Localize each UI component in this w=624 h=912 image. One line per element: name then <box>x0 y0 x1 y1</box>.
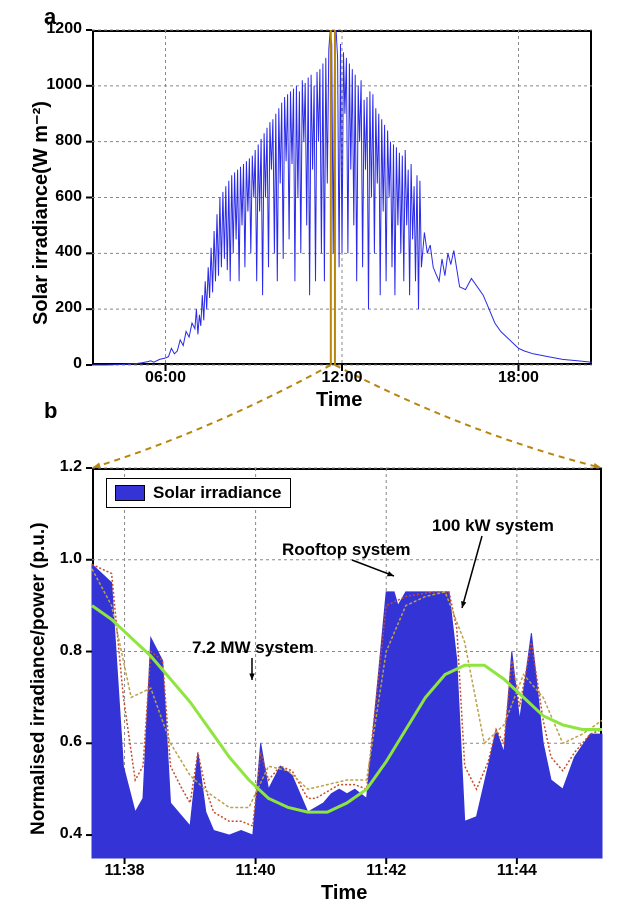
panel-a-xtick: 18:00 <box>498 369 539 387</box>
panel-a-ytick: 200 <box>55 299 82 317</box>
panel-b-ytick: 0.6 <box>60 733 82 751</box>
panel-b-xtick: 11:42 <box>366 862 406 880</box>
panel-a-ytick: 1000 <box>46 76 82 94</box>
legend-solar-irradiance: Solar irradiance <box>106 478 291 508</box>
panel-b-ytick: 1.0 <box>60 550 82 568</box>
panel-a-ytick: 600 <box>55 188 82 206</box>
panel-b-xtick: 11:44 <box>497 862 537 880</box>
panel-b-ylabel: Normalised irradiance/power (p.u.) <box>28 522 50 835</box>
panel-a-ytick: 800 <box>55 132 82 150</box>
panel-a-xtick: 12:00 <box>322 369 363 387</box>
annotation-100kw: 100 kW system <box>432 516 554 536</box>
panel-b-xlabel: Time <box>321 882 367 905</box>
annotation-7-2mw: 7.2 MW system <box>192 638 314 658</box>
panel-b-ytick: 1.2 <box>60 458 82 476</box>
panel-a-ytick: 0 <box>73 355 82 373</box>
panel-a-ytick: 1200 <box>46 20 82 38</box>
panel-b-ytick: 0.8 <box>60 642 82 660</box>
panel-a-ytick: 400 <box>55 243 82 261</box>
panel-a-plot <box>92 30 592 365</box>
panel-b-label: b <box>44 398 57 424</box>
panel-b-xtick: 11:40 <box>236 862 276 880</box>
legend-text: Solar irradiance <box>153 483 282 503</box>
annotation-rooftop: Rooftop system <box>282 540 410 560</box>
panel-b-plot: Solar irradiance Rooftop system 100 kW s… <box>92 468 602 858</box>
panel-b-ytick: 0.4 <box>60 825 82 843</box>
panel-b-xtick: 11:38 <box>105 862 145 880</box>
panel-a-xtick: 06:00 <box>145 369 186 387</box>
legend-swatch-icon <box>115 485 145 501</box>
panel-a-svg <box>92 30 592 365</box>
figure-root: a Solar irradiance(W m⁻²) Time b Normali… <box>0 0 624 912</box>
